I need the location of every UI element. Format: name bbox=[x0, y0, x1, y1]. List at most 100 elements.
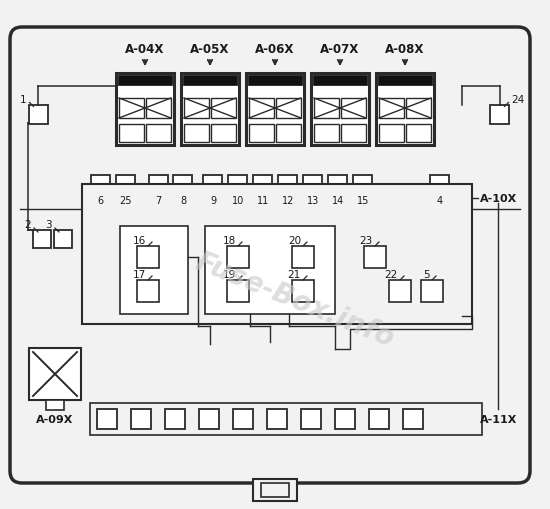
Text: 15: 15 bbox=[357, 196, 369, 206]
Bar bbox=[341, 99, 366, 119]
Bar bbox=[116, 74, 174, 146]
Bar bbox=[403, 409, 423, 429]
Bar bbox=[119, 125, 144, 143]
Bar bbox=[91, 175, 109, 194]
Bar bbox=[33, 231, 51, 248]
Bar bbox=[379, 125, 404, 143]
Bar bbox=[146, 125, 171, 143]
Text: A-05X: A-05X bbox=[190, 43, 230, 56]
Text: Fuse-Box.info: Fuse-Box.info bbox=[191, 247, 399, 352]
Bar bbox=[301, 409, 321, 429]
Bar bbox=[82, 185, 472, 324]
Bar bbox=[253, 479, 297, 501]
Bar bbox=[205, 227, 335, 315]
Bar bbox=[137, 246, 159, 268]
Text: 17: 17 bbox=[133, 269, 146, 279]
Bar bbox=[173, 175, 192, 194]
Bar bbox=[204, 175, 223, 194]
Bar bbox=[211, 125, 236, 143]
Text: 16: 16 bbox=[133, 236, 146, 245]
Bar bbox=[227, 246, 249, 268]
Bar bbox=[421, 280, 443, 302]
Bar bbox=[406, 125, 431, 143]
Text: 25: 25 bbox=[119, 196, 131, 206]
Bar bbox=[313, 76, 367, 86]
Bar bbox=[227, 280, 249, 302]
Text: 8: 8 bbox=[180, 196, 186, 206]
Bar bbox=[249, 99, 274, 119]
Bar bbox=[181, 74, 239, 146]
Bar bbox=[146, 99, 171, 119]
Bar bbox=[335, 409, 355, 429]
Bar bbox=[376, 74, 434, 146]
Bar bbox=[249, 125, 274, 143]
Bar bbox=[292, 280, 314, 302]
Text: 3: 3 bbox=[46, 219, 52, 230]
Bar bbox=[119, 99, 144, 119]
Bar bbox=[379, 99, 404, 119]
Bar bbox=[148, 175, 168, 194]
Bar bbox=[118, 76, 172, 86]
Text: 10: 10 bbox=[232, 196, 244, 206]
Bar bbox=[199, 409, 219, 429]
Text: 22: 22 bbox=[385, 269, 398, 279]
Text: A-10X: A-10X bbox=[480, 193, 517, 204]
Bar bbox=[378, 76, 432, 86]
Text: A-09X: A-09X bbox=[36, 414, 74, 424]
Text: 1: 1 bbox=[20, 94, 26, 104]
Bar bbox=[184, 99, 209, 119]
Bar bbox=[389, 280, 411, 302]
Bar bbox=[276, 125, 301, 143]
Bar bbox=[131, 409, 151, 429]
Bar bbox=[228, 175, 248, 194]
Bar bbox=[116, 175, 135, 194]
Text: A-06X: A-06X bbox=[255, 43, 295, 56]
Bar bbox=[184, 125, 209, 143]
Text: 11: 11 bbox=[257, 196, 269, 206]
Bar bbox=[54, 231, 72, 248]
Text: 4: 4 bbox=[437, 196, 443, 206]
Bar bbox=[137, 280, 159, 302]
Bar bbox=[278, 175, 298, 194]
Bar bbox=[292, 246, 314, 268]
Text: 6: 6 bbox=[97, 196, 103, 206]
Text: 21: 21 bbox=[288, 269, 301, 279]
Text: 18: 18 bbox=[223, 236, 236, 245]
Bar bbox=[364, 246, 386, 268]
Bar bbox=[276, 99, 301, 119]
Text: A-04X: A-04X bbox=[125, 43, 164, 56]
Bar bbox=[29, 348, 81, 400]
Text: A-11X: A-11X bbox=[480, 414, 518, 424]
Text: A-07X: A-07X bbox=[320, 43, 360, 56]
Bar bbox=[211, 99, 236, 119]
Bar bbox=[248, 76, 302, 86]
Bar bbox=[97, 409, 117, 429]
Bar bbox=[233, 409, 253, 429]
Bar bbox=[246, 74, 304, 146]
Bar bbox=[311, 74, 369, 146]
Bar bbox=[341, 125, 366, 143]
Bar bbox=[90, 403, 482, 435]
Text: 20: 20 bbox=[288, 236, 301, 245]
Text: 12: 12 bbox=[282, 196, 294, 206]
Bar bbox=[267, 409, 287, 429]
Text: 14: 14 bbox=[332, 196, 344, 206]
Text: A-08X: A-08X bbox=[386, 43, 425, 56]
Bar bbox=[328, 175, 348, 194]
Text: 7: 7 bbox=[155, 196, 161, 206]
Text: 2: 2 bbox=[24, 219, 31, 230]
Bar bbox=[120, 227, 188, 315]
Text: 9: 9 bbox=[210, 196, 216, 206]
Bar bbox=[314, 125, 339, 143]
Bar bbox=[314, 99, 339, 119]
Bar bbox=[165, 409, 185, 429]
Text: 19: 19 bbox=[223, 269, 236, 279]
Bar bbox=[46, 400, 64, 410]
Bar bbox=[254, 175, 272, 194]
Bar bbox=[354, 175, 372, 194]
Bar bbox=[183, 76, 237, 86]
Bar bbox=[491, 105, 509, 124]
Text: 13: 13 bbox=[307, 196, 319, 206]
Bar bbox=[29, 105, 47, 124]
Bar bbox=[261, 483, 289, 497]
